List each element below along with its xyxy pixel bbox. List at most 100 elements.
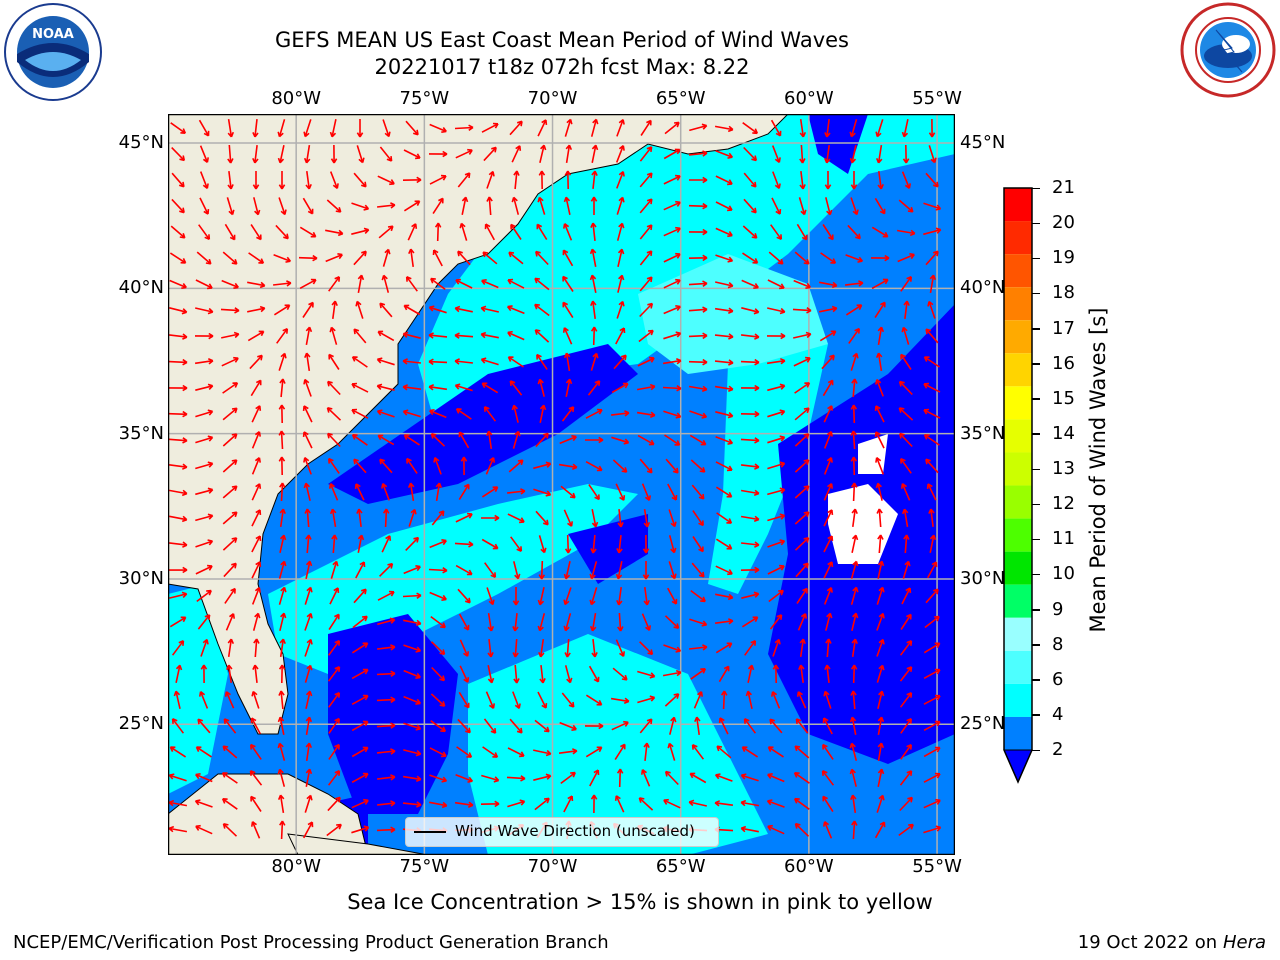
wave-arrow [897,253,915,263]
wave-arrow [251,405,262,423]
wave-arrow [715,593,734,601]
wave-arrow [221,331,240,339]
wave-arrow [481,486,499,498]
wave-arrow [794,745,810,759]
wave-arrow [875,119,884,138]
wave-arrow [327,666,341,682]
wave-arrow [668,561,677,580]
lat-tick-right: 35°N [960,422,1006,444]
wave-arrow [351,668,369,680]
wave-arrow [169,333,188,340]
wave-arrow [715,486,733,498]
wave-arrow [247,305,266,313]
wave-arrow [587,380,601,396]
wave-arrow [483,718,497,734]
wave-arrow [356,145,365,164]
wave-arrow [223,562,237,578]
wave-arrow [591,509,599,528]
wave-arrow [669,716,677,735]
wave-arrow [481,279,499,289]
wave-arrow [251,457,261,475]
wave-arrow [742,252,759,264]
wave-arrow [168,437,188,444]
wave-arrow [276,327,289,344]
wave-arrow [328,717,340,734]
light-cyan [638,254,828,374]
wave-arrow [643,586,650,606]
wave-arrow [402,384,422,391]
wave-arrow [692,510,704,527]
wave-arrow [305,560,313,579]
colorbar-tick-mark [1032,538,1040,541]
wave-arrow [715,227,733,238]
wave-arrow [249,354,263,370]
wave-arrow [429,539,447,549]
colorbar-tick-label: 18 [1052,282,1075,304]
wave-arrow [585,460,603,472]
wave-arrow [251,821,261,839]
wave-arrow [796,587,808,604]
wave-arrow [666,587,678,605]
wave-arrow [222,251,238,265]
wave-arrow [798,197,807,216]
wave-arrow [459,665,470,683]
wave-arrow [591,639,598,658]
lat-tick-left: 30°N [118,567,164,589]
wave-arrow [480,305,499,313]
wave-arrow [279,508,286,528]
wave-arrow [845,254,864,263]
lon-tick-bottom: 60°W [784,856,834,877]
wave-arrow [714,800,734,807]
wave-arrow [482,251,498,265]
wave-arrow [663,331,682,340]
wave-arrow [590,534,597,554]
wave-arrow [688,385,708,393]
wave-arrow [428,358,448,366]
wave-arrow [899,796,913,812]
wave-arrow [222,745,238,759]
wave-arrow [925,588,939,604]
wave-arrow [429,774,448,783]
wave-arrow [278,664,286,684]
wave-arrow [896,229,916,237]
wave-arrow [378,225,394,239]
wave-arrow [227,118,235,138]
wave-arrow [351,746,369,758]
wave-arrow [845,280,864,287]
wave-arrow [304,638,313,657]
colorbar-tick-label: 12 [1052,493,1075,515]
colorbar-tick-label: 6 [1052,668,1064,690]
wave-arrow [559,435,577,445]
wave-arrow [351,408,369,419]
wave-arrow [305,742,313,762]
cyan-stripe [708,334,828,594]
wave-arrow [251,509,262,527]
wave-arrow [408,248,415,268]
wave-arrow [377,617,396,626]
wave-arrow [302,197,314,215]
wave-arrow [663,278,681,289]
colorbar-tick-label: 4 [1052,703,1064,725]
colorbar-tick-mark [1032,257,1040,260]
map-legend: Wind Wave Direction (unscaled) [405,817,719,847]
wave-arrow [351,642,369,654]
wave-arrow [899,692,913,708]
wave-arrow [767,435,786,444]
colorbar-segment [1004,320,1032,354]
wave-arrow [591,144,599,163]
wave-arrow [667,483,678,501]
wave-arrow [923,227,942,236]
wave-arrow [432,249,443,267]
wave-arrow [928,145,937,164]
wave-arrow [171,147,186,162]
wave-arrow [799,638,806,658]
lon-tick-top: 70°W [527,88,578,109]
wave-arrow [454,801,474,808]
wave-arrow [304,612,313,631]
wave-arrow [662,385,682,392]
wave-arrow [303,482,311,501]
wave-arrow [585,694,603,706]
wave-arrow [351,694,369,706]
wave-arrow [273,304,291,316]
wave-arrow [639,276,653,292]
